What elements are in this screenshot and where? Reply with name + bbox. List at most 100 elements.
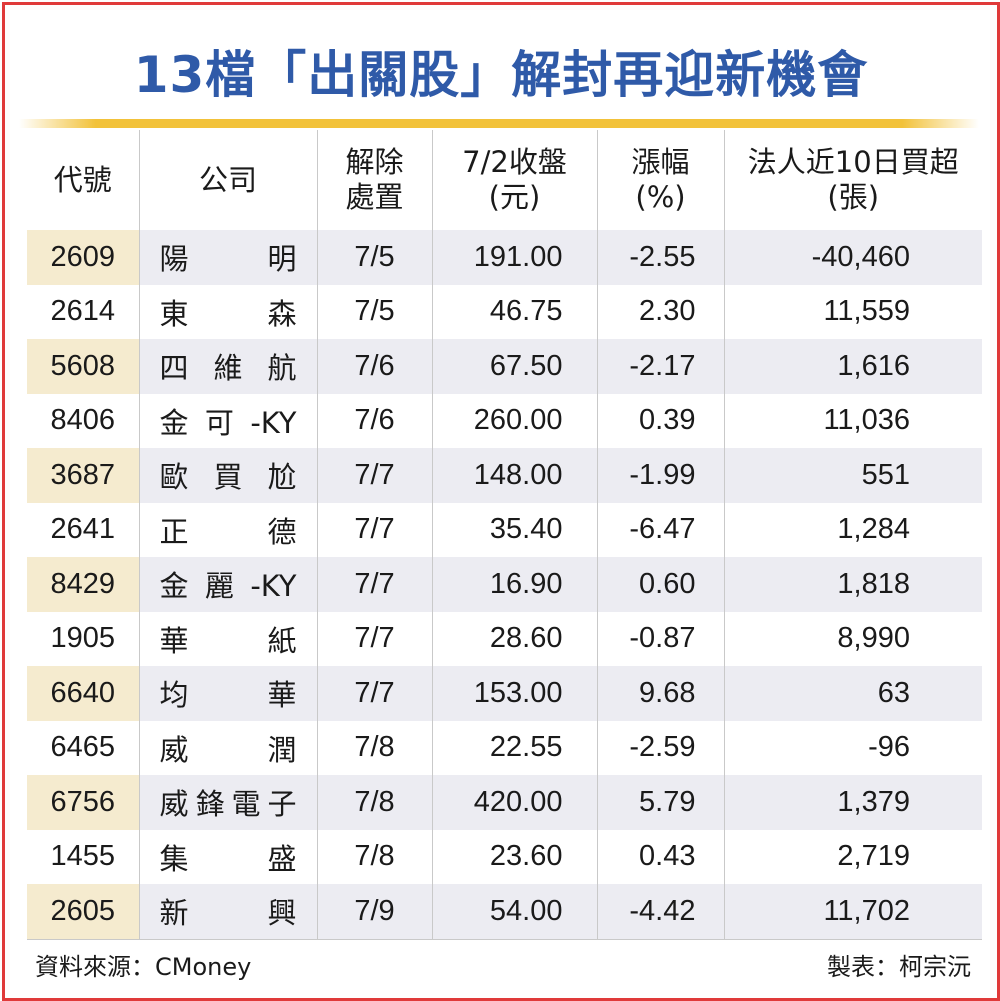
company-name: 東 森 xyxy=(138,284,317,339)
release-date: 7/5 xyxy=(316,230,432,285)
stock-code: 2614 xyxy=(50,295,115,328)
company-name: 集 盛 xyxy=(138,829,317,884)
close-price: 153.00 xyxy=(431,666,597,721)
company-name: 正 德 xyxy=(138,502,317,557)
company-name: 金麗-KY xyxy=(138,557,317,612)
close-price: 54.00 xyxy=(431,884,597,940)
company-name: 華 紙 xyxy=(138,611,317,666)
change-percent: 0.39 xyxy=(596,393,724,448)
header-code: 代號 xyxy=(53,162,112,197)
institutional-net-buy: 11,036 xyxy=(723,393,982,448)
stock-code: 5608 xyxy=(27,339,139,394)
institutional-net-buy: 2,719 xyxy=(723,829,982,884)
stock-code: 2609 xyxy=(27,230,139,285)
release-date: 7/6 xyxy=(316,393,432,448)
close-price: 35.40 xyxy=(431,502,597,557)
institutional-net-buy: 1,818 xyxy=(723,557,982,612)
table-row: 6640 均 華 7/7 153.00 9.68 63 xyxy=(27,666,982,721)
title-divider xyxy=(19,119,979,128)
table-row: 3687 歐買尬 7/7 148.00 -1.99 551 xyxy=(27,448,982,503)
header-change: 漲幅 (%) xyxy=(596,130,724,230)
header-row: 代號 公司 解除 處置 7/2收盤 (元) 漲幅 (%) 法人近10日買超 (張) xyxy=(27,130,982,230)
page-title: 13檔「出關股」解封再迎新機會 xyxy=(133,46,869,104)
close-price: 191.00 xyxy=(431,230,597,285)
table-row: 5608 四維航 7/6 67.50 -2.17 1,616 xyxy=(27,339,982,394)
stock-code: 2641 xyxy=(50,513,115,546)
institutional-net-buy: -96 xyxy=(723,720,982,775)
table-row: 1905 華 紙 7/7 28.60 -0.87 8,990 xyxy=(27,611,982,666)
change-percent: -6.47 xyxy=(596,502,724,557)
company-name: 陽 明 xyxy=(138,230,317,285)
table-row: 6465 威 潤 7/8 22.55 -2.59 -96 xyxy=(27,720,982,775)
institutional-net-buy: 1,379 xyxy=(723,775,982,830)
close-price: 16.90 xyxy=(431,557,597,612)
stock-code: 2605 xyxy=(27,884,139,940)
header-institutional-net-buy: 法人近10日買超 (張) xyxy=(723,130,982,230)
institutional-net-buy: 63 xyxy=(723,666,982,721)
release-date: 7/8 xyxy=(316,829,432,884)
table-row: 1455 集 盛 7/8 23.60 0.43 2,719 xyxy=(27,829,982,884)
data-source: 資料來源：CMoney xyxy=(35,953,252,981)
change-percent: -2.59 xyxy=(596,720,724,775)
table-row: 2614 東 森 7/5 46.75 2.30 11,559 xyxy=(27,284,982,339)
release-date: 7/6 xyxy=(316,339,432,394)
table-row: 8429 金麗-KY 7/7 16.90 0.60 1,818 xyxy=(27,557,982,612)
table-row: 2605 新 興 7/9 54.00 -4.42 11,702 xyxy=(27,884,982,940)
close-price: 23.60 xyxy=(431,829,597,884)
change-percent: 5.79 xyxy=(596,775,724,830)
close-price: 260.00 xyxy=(431,393,597,448)
stock-code: 6640 xyxy=(27,666,139,721)
company-name: 四維航 xyxy=(138,339,317,394)
company-name: 新 興 xyxy=(138,884,317,940)
company-name: 威鋒電子 xyxy=(138,775,317,830)
change-percent: 0.60 xyxy=(596,557,724,612)
stock-table: 代號 公司 解除 處置 7/2收盤 (元) 漲幅 (%) 法人近10日買超 (張) 26… xyxy=(27,130,982,940)
table-row: 2641 正 德 7/7 35.40 -6.47 1,284 xyxy=(27,502,982,557)
table-row: 8406 金可-KY 7/6 260.00 0.39 11,036 xyxy=(27,393,982,448)
institutional-net-buy: 11,702 xyxy=(723,884,982,940)
close-price: 28.60 xyxy=(431,611,597,666)
close-price: 46.75 xyxy=(431,284,597,339)
stock-code: 1455 xyxy=(50,840,115,873)
close-price: 420.00 xyxy=(431,775,597,830)
change-percent: -4.42 xyxy=(596,884,724,940)
release-date: 7/8 xyxy=(316,720,432,775)
stock-code: 8406 xyxy=(50,404,115,437)
company-name: 威 潤 xyxy=(138,720,317,775)
release-date: 7/9 xyxy=(316,884,432,940)
stock-code: 6756 xyxy=(27,775,139,830)
close-price: 22.55 xyxy=(431,720,597,775)
institutional-net-buy: 8,990 xyxy=(723,611,982,666)
stock-code: 1905 xyxy=(50,622,115,655)
change-percent: -2.55 xyxy=(596,230,724,285)
release-date: 7/7 xyxy=(316,557,432,612)
institutional-net-buy: 551 xyxy=(723,448,982,503)
change-percent: 0.43 xyxy=(596,829,724,884)
change-percent: -1.99 xyxy=(596,448,724,503)
release-date: 7/8 xyxy=(316,775,432,830)
chart-author: 製表：柯宗沅 xyxy=(827,953,971,981)
change-percent: 2.30 xyxy=(596,284,724,339)
institutional-net-buy: 1,284 xyxy=(723,502,982,557)
institutional-net-buy: 1,616 xyxy=(723,339,982,394)
stock-code: 6465 xyxy=(50,731,115,764)
header-company: 公司 xyxy=(138,130,317,230)
change-percent: -2.17 xyxy=(596,339,724,394)
header-release-date: 解除 處置 xyxy=(316,130,432,230)
change-percent: 9.68 xyxy=(596,666,724,721)
institutional-net-buy: -40,460 xyxy=(723,230,982,285)
change-percent: -0.87 xyxy=(596,611,724,666)
release-date: 7/7 xyxy=(316,448,432,503)
close-price: 148.00 xyxy=(431,448,597,503)
header-close-price: 7/2收盤 (元) xyxy=(431,130,597,230)
release-date: 7/7 xyxy=(316,666,432,721)
stock-code: 8429 xyxy=(27,557,139,612)
close-price: 67.50 xyxy=(431,339,597,394)
stock-code: 3687 xyxy=(27,448,139,503)
table-row: 2609 陽 明 7/5 191.00 -2.55 -40,460 xyxy=(27,230,982,285)
company-name: 歐買尬 xyxy=(138,448,317,503)
company-name: 均 華 xyxy=(138,666,317,721)
company-name: 金可-KY xyxy=(138,393,317,448)
institutional-net-buy: 11,559 xyxy=(723,284,982,339)
